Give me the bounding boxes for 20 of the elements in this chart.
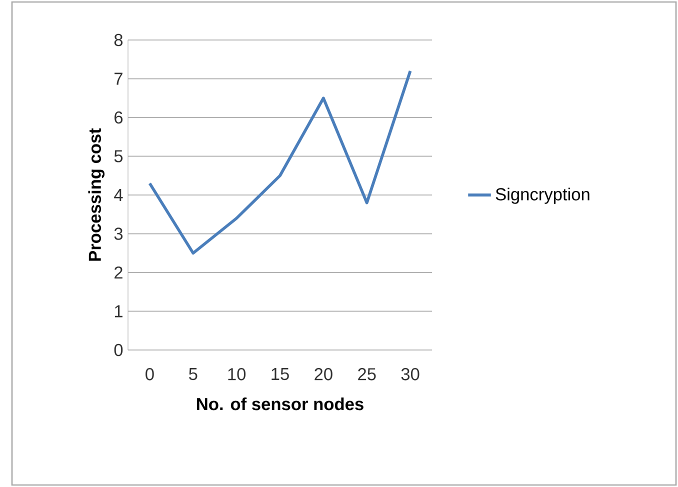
y-tick-label: 8 <box>114 34 123 46</box>
x-tick-label: 5 <box>189 368 198 380</box>
x-axis-title: No. of sensor nodes <box>197 397 364 410</box>
x-tick-label: 0 <box>146 368 154 380</box>
line-series <box>148 70 412 255</box>
x-tick-label: 10 <box>228 368 246 380</box>
y-tick-label: 5 <box>114 150 123 162</box>
y-tick-label: 1 <box>114 305 122 318</box>
y-tick-label: 7 <box>114 72 122 85</box>
y-axis-title: Processing cost <box>88 128 105 261</box>
x-tick-label: 20 <box>314 368 332 380</box>
y-tick-label: 0 <box>114 344 123 356</box>
y-tick-label: 2 <box>114 266 122 279</box>
y-tick-label: 6 <box>114 111 123 124</box>
y-tick-label: 4 <box>114 189 123 201</box>
x-tick-label: 25 <box>358 368 376 380</box>
legend-label: Signcryption <box>496 188 590 204</box>
x-tick-label: 30 <box>401 368 420 380</box>
y-tick-label: 3 <box>114 228 123 240</box>
x-tick-label: 15 <box>272 368 289 380</box>
